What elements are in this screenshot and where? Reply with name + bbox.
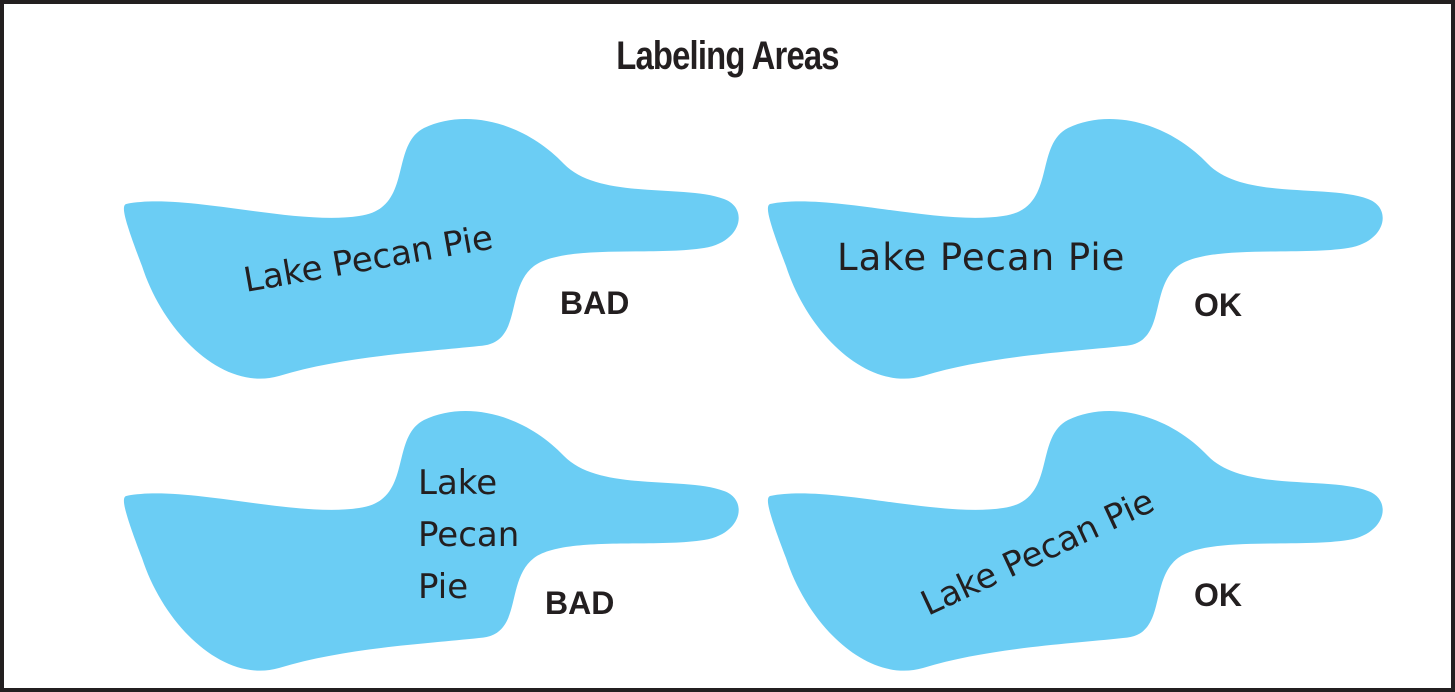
lake-label: Lake Pecan Pie xyxy=(837,236,1125,279)
verdict-label: BAD xyxy=(545,585,614,621)
lake-panel-bottom-left: Lake Pecan Pie BAD xyxy=(123,411,739,671)
lake-label-line-3: Pie xyxy=(418,567,468,607)
lake-panel-bottom-right: Lake Pecan Pie OK xyxy=(767,411,1383,671)
figure-title: Labeling Areas xyxy=(616,34,839,78)
verdict-label: OK xyxy=(1194,287,1242,323)
lake-panel-top-right: Lake Pecan Pie OK xyxy=(767,119,1383,379)
lake-label-line-2: Pecan xyxy=(418,515,519,555)
verdict-label: OK xyxy=(1194,577,1242,613)
verdict-label: BAD xyxy=(560,285,629,321)
lake-label-line-1: Lake xyxy=(418,463,497,503)
lake-panel-top-left: Lake Pecan Pie BAD xyxy=(123,119,739,379)
lakes-diagram: Lake Pecan Pie BAD Lake Pecan Pie OK Lak… xyxy=(123,119,1383,671)
